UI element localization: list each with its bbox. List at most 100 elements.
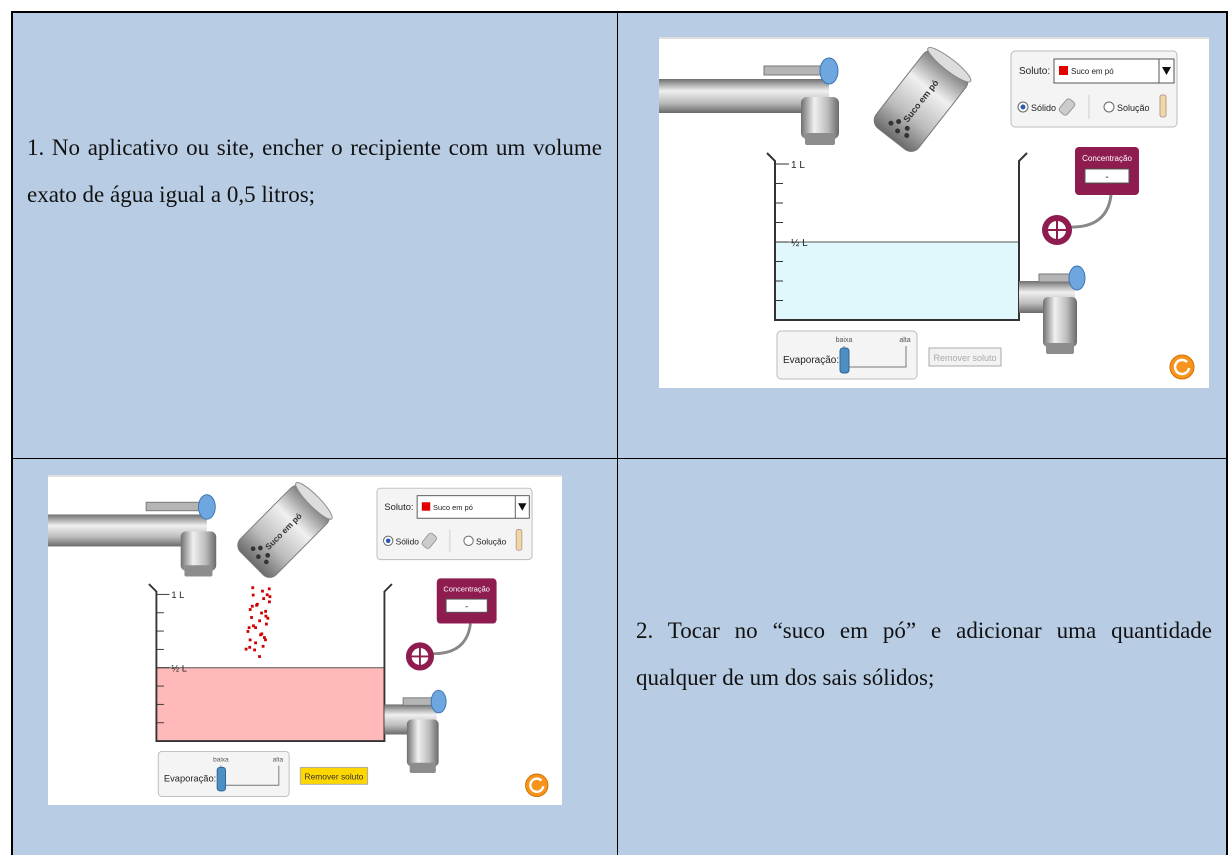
shaker-hole: [256, 554, 261, 560]
solute-swatch: [1059, 66, 1068, 75]
evaporation-low: baixa: [213, 757, 229, 764]
solute: Suco em pó: [433, 503, 473, 512]
drain-knob: [430, 689, 447, 714]
meter-display: [445, 598, 488, 613]
drain-nozzle: [409, 762, 436, 774]
liquid: [156, 667, 385, 742]
solute: Suco em pó: [1071, 67, 1114, 76]
evaporation-label: Evaporação:: [164, 773, 216, 783]
particle: [261, 589, 264, 593]
reset-button: [1169, 354, 1195, 380]
concentration-value: -: [1105, 172, 1108, 183]
remove-button: [299, 766, 369, 785]
particle: [264, 609, 267, 613]
drain-handle: [1038, 273, 1072, 283]
concentration-value: -: [465, 601, 468, 611]
concentration-label: Concentração: [1082, 154, 1132, 163]
drain-bend: [406, 719, 439, 767]
step-text: 1. No aplicativo ou site, encher o recip…: [27, 135, 602, 207]
particle: [264, 638, 267, 642]
slider-thumb: [216, 766, 227, 792]
particle: [264, 614, 268, 618]
drain-nozzle: [1046, 343, 1074, 354]
shaker-hole: [904, 133, 910, 139]
solid-icon: [421, 532, 438, 549]
radio: [463, 535, 474, 546]
shaker-hole: [263, 559, 269, 565]
shaker: Suco em pó: [873, 46, 972, 152]
shaker-hole: [888, 120, 894, 126]
shaker: Suco em pó: [237, 481, 333, 578]
particle: [266, 616, 270, 620]
particle: [251, 593, 255, 597]
evaporation-high: alta: [273, 757, 284, 764]
select-arrow: [518, 503, 527, 511]
particle: [250, 616, 253, 619]
shaker-top: [927, 46, 972, 83]
drain-bend: [1043, 297, 1077, 347]
particle: [264, 622, 268, 626]
particle: [252, 624, 255, 628]
particle: [260, 611, 263, 615]
volume-max: 1 L: [791, 160, 805, 171]
liquid: [775, 242, 1019, 320]
particle: [263, 636, 266, 639]
table-border: [11, 11, 13, 855]
shaker-hole: [895, 128, 901, 134]
faucet-pipe: [48, 514, 207, 547]
volume-half: ½ L: [171, 663, 187, 673]
drain-knob: [1068, 265, 1086, 291]
shaker-top: [295, 481, 333, 520]
evaporation-high: alta: [899, 337, 910, 344]
solute-label: Soluto:: [384, 502, 413, 512]
table-border: [11, 11, 1228, 13]
shaker-hole: [896, 119, 902, 125]
particle: [244, 647, 248, 651]
dropper-icon: [1159, 94, 1167, 118]
table-border: [617, 11, 618, 855]
dropper-icon: [515, 529, 523, 551]
particle: [260, 632, 264, 636]
particle: [265, 593, 269, 597]
remove-button: Remover soluto: [933, 353, 996, 363]
probe-wire: [429, 623, 472, 656]
probe-cross: [1047, 220, 1067, 240]
simulation-screenshot: Suco em pó 1 L ½ L Concentração - Soluto: Suco…: [659, 37, 1209, 388]
particle: [247, 626, 251, 630]
particle: [261, 644, 265, 648]
evaporation-label: Evaporação:: [783, 355, 839, 366]
solute-label: Soluto:: [1019, 66, 1050, 77]
particle: [254, 641, 257, 645]
solid-icon: [1058, 98, 1076, 116]
probe-cross: [410, 647, 430, 666]
drain-handle: [402, 697, 434, 706]
radio: [1103, 101, 1115, 113]
particle: [246, 630, 250, 633]
volume-max: 1 L: [171, 590, 184, 600]
particle: [267, 587, 271, 591]
solid: Sólido: [1031, 103, 1056, 113]
radio-dot: [385, 538, 391, 544]
table-border: [11, 458, 1228, 459]
reset-button: [525, 773, 549, 798]
volume-half: ½ L: [791, 238, 808, 249]
particle: [262, 597, 266, 601]
particle: [255, 603, 259, 607]
particle: [254, 626, 257, 630]
particle: [251, 586, 255, 590]
select-arrow: [1162, 67, 1171, 75]
solution: Solução: [1117, 103, 1150, 113]
particle: [268, 595, 272, 599]
shaker-hole: [258, 545, 263, 551]
remove-button: [928, 347, 1002, 367]
evaporation-low: baixa: [836, 337, 853, 344]
solid: Sólido: [396, 537, 420, 547]
solute-select: [1053, 58, 1175, 84]
particle: [248, 608, 252, 611]
radio-dot: [1020, 104, 1026, 110]
particle: [250, 604, 254, 608]
solution: Solução: [476, 537, 507, 547]
faucet-handle: [145, 501, 201, 512]
simulation-screenshot: Suco em pó 1 L ½ L Concentração - Soluto: Suco…: [48, 475, 562, 805]
